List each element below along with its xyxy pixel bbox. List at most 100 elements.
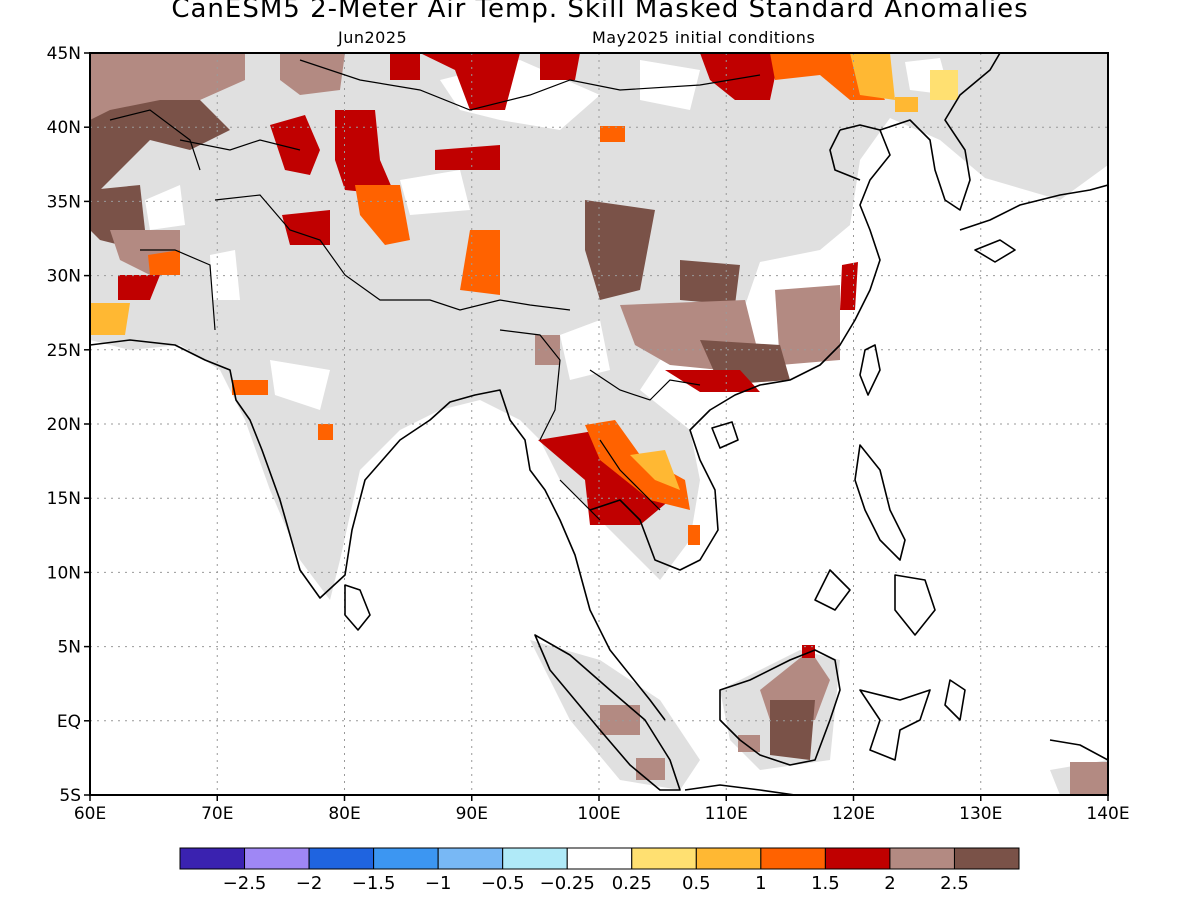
y-tick-label: 30N	[47, 267, 81, 287]
y-tick-label: 5S	[59, 786, 81, 806]
anomaly-patch-borneo-light-2	[738, 735, 760, 752]
coastline-borneo	[719, 649, 841, 766]
colorbar-label: 2	[884, 873, 895, 894]
x-tick-label: 120E	[832, 804, 875, 824]
anomaly-patch-w-yellow	[90, 303, 130, 335]
x-tick-label: 100E	[577, 804, 620, 824]
anomaly-patch-sumatra-light-2	[636, 758, 665, 780]
coastline-sulawesi	[859, 689, 931, 761]
anomaly-patch-mongolia-red-2	[420, 53, 520, 110]
coastline-south-asia	[90, 339, 666, 721]
anomaly-patch-thailand-orange	[585, 420, 690, 510]
anomaly-patch-mongolia-red	[390, 53, 420, 80]
coastline-java	[684, 784, 796, 795]
forecast-month: Jun2025	[338, 28, 408, 47]
coastline-moluccas	[944, 679, 966, 721]
colorbar-swatch	[244, 847, 310, 870]
x-tick-label: 90E	[456, 804, 488, 824]
anomaly-patch-sumatra-light	[600, 705, 640, 735]
coastline-taiwan	[859, 344, 881, 396]
coastline-philippines-luzon	[854, 444, 906, 561]
anomaly-patch-central-dark	[680, 260, 740, 305]
anomaly-patch-tarim-red	[435, 145, 500, 170]
anomaly-patches	[90, 53, 1108, 795]
colorbar-swatch	[308, 847, 375, 870]
y-tick-label: 10N	[47, 563, 81, 583]
colorbar-label: −2	[296, 873, 323, 894]
coastline-indochina	[589, 124, 891, 571]
colorbar-label: −1	[425, 873, 452, 894]
colorbar-label: 0.5	[682, 873, 711, 894]
initial-conditions: May2025 initial conditions	[592, 28, 816, 47]
colorbar-label: 0.25	[612, 873, 652, 894]
anomaly-patch-sichuan-dark	[585, 200, 655, 300]
colorbar-swatch	[566, 847, 633, 870]
y-tick-label: 40N	[47, 118, 81, 138]
anomaly-patch-borneo-dark	[770, 700, 815, 760]
anomaly-patch-guangxi-red	[665, 370, 760, 392]
y-tick-label: 25N	[47, 341, 81, 361]
anomaly-patch-cambodia-orange	[688, 525, 700, 545]
anomaly-patch-karakoram-red	[270, 115, 320, 175]
colorbar-swatch	[824, 847, 891, 870]
colorbar-swatch	[179, 847, 246, 870]
coastline-japan-south	[974, 239, 1016, 263]
y-tick-label: 5N	[57, 638, 81, 658]
map-area	[90, 53, 1108, 795]
anomaly-patch-laos-yellow	[630, 450, 680, 490]
coastline-sri-lanka	[344, 584, 371, 631]
x-tick-label: 80E	[328, 804, 360, 824]
coastline-new-guinea	[1049, 739, 1108, 761]
colorbar: −2.5 −2 −1.5 −1 −0.5 −0.25 0.25 0.5 1 1.5 2 2.5	[179, 847, 1020, 894]
colorbar-swatch	[953, 847, 1020, 870]
anomaly-patch-w-red	[118, 275, 160, 300]
x-tick-label: 60E	[74, 804, 106, 824]
colorbar-label: −0.5	[481, 873, 525, 894]
anomaly-patch-tibet-orange	[355, 185, 410, 245]
anomaly-patch-india-2	[318, 424, 333, 440]
anomaly-patch-south-light-2	[775, 285, 840, 365]
coastline-china-bay	[829, 129, 861, 181]
anomaly-patch-india-1	[232, 380, 268, 395]
anomaly-patch-korea-yellow	[895, 97, 918, 112]
x-tick-label: 110E	[705, 804, 748, 824]
colorbar-swatch	[502, 847, 568, 870]
anomaly-patch-north-red	[540, 53, 580, 80]
anomaly-patch-manchuria-red	[700, 53, 780, 100]
anomaly-patch-karakoram-red-2	[282, 210, 330, 245]
anomaly-patch-thailand-red	[538, 430, 670, 525]
country-borders	[109, 59, 761, 521]
x-tick-label: 130E	[959, 804, 1002, 824]
colorbar-label: 1	[755, 873, 766, 894]
colorbar-label: −0.25	[540, 873, 595, 894]
colorbar-swatch	[373, 847, 439, 870]
colorbar-swatch	[695, 847, 762, 870]
y-tick-label: EQ	[57, 712, 81, 732]
coastline-hainan	[711, 421, 739, 449]
colorbar-label: 2.5	[940, 873, 969, 894]
y-tick-label: 20N	[47, 415, 81, 435]
anomaly-patch-png-light	[1070, 762, 1108, 795]
colorbar-label: −2.5	[223, 873, 267, 894]
coastlines	[90, 53, 1108, 795]
coastline-japan	[959, 184, 1108, 231]
colorbar-swatch	[760, 847, 826, 870]
anomaly-patch-gobi-orange	[600, 126, 625, 142]
anomaly-patch-tibet-orange-2	[460, 230, 500, 295]
coastline-philippines-palawan	[814, 569, 851, 611]
colorbar-swatch	[437, 847, 504, 870]
colorbar-swatch	[631, 847, 697, 870]
y-tick-label: 35N	[47, 192, 81, 212]
colorbar-label: −1.5	[352, 873, 396, 894]
anomaly-patch-myanmar-light	[535, 335, 560, 365]
y-tick-label: 15N	[47, 489, 81, 509]
colorbar-label: 1.5	[811, 873, 840, 894]
colorbar-swatch	[889, 847, 955, 870]
x-tick-label: 70E	[201, 804, 233, 824]
anomaly-patch-nw-light	[90, 53, 245, 120]
axis-labels: 60E 70E 80E 90E 100E 110E 120E 130E 140E 45N 40N 35…	[47, 44, 1130, 824]
anomaly-patch-w-orange	[148, 250, 180, 275]
anomaly-patch-fujian-red	[840, 262, 858, 310]
anomaly-patch-korea-pale	[930, 70, 958, 100]
